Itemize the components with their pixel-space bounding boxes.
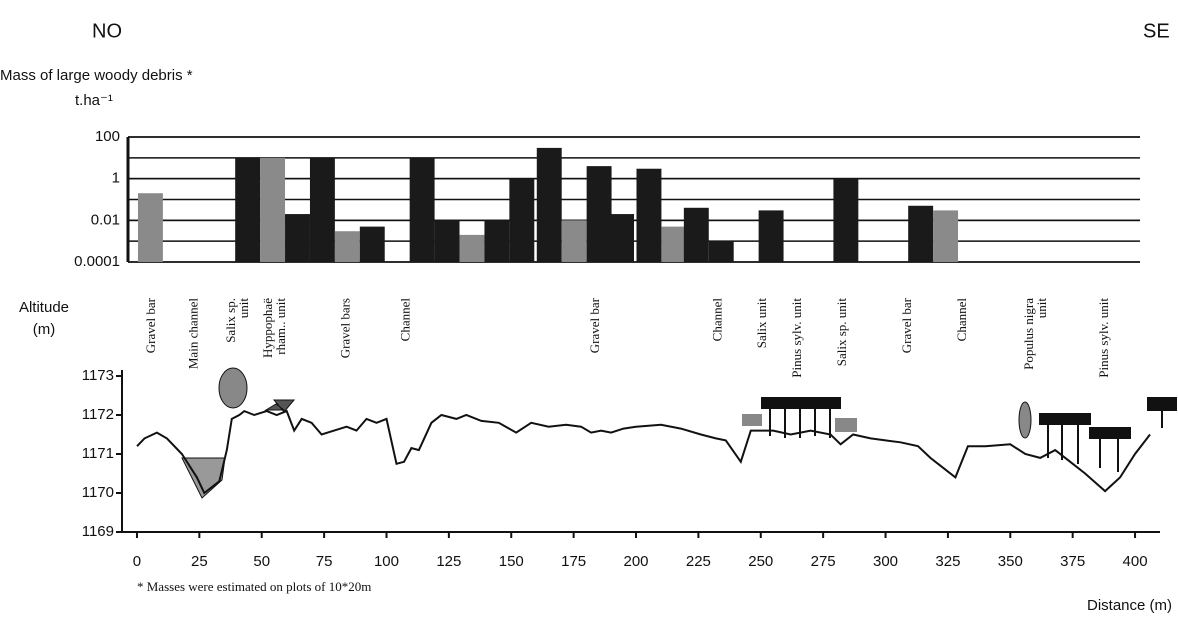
bar: [933, 210, 958, 262]
bar: [138, 193, 163, 262]
x-tick-label: 375: [1060, 553, 1085, 570]
bar: [709, 241, 734, 262]
unit-label: Gravel bars: [338, 298, 353, 358]
bar: [360, 227, 385, 262]
y-tick-label: 1173: [82, 367, 114, 384]
x-tick-label: 150: [499, 553, 524, 570]
y-tick-label: 0.0001: [74, 253, 120, 270]
unit-label: Gravel bar: [143, 297, 158, 353]
direction-right: SE: [1143, 20, 1170, 42]
x-tick-label: 50: [253, 553, 270, 570]
bar: [908, 206, 933, 262]
bar: [833, 179, 858, 262]
bar: [260, 158, 285, 262]
unit-label: Pinus sylv. unit: [1096, 298, 1111, 378]
bar: [460, 235, 485, 262]
x-tick-label: 325: [935, 553, 960, 570]
shrub: [219, 368, 247, 408]
footnote: * Masses were estimated on plots of 10*2…: [137, 579, 371, 594]
bar: [310, 158, 335, 262]
y-tick-label: 0.01: [91, 211, 120, 228]
y-tick-label: 1170: [82, 484, 114, 501]
y-axis-label: Altitude: [19, 299, 69, 316]
bar: [235, 158, 260, 262]
unit-label: unit: [1034, 298, 1049, 319]
shrub: [1019, 402, 1031, 438]
y-tick-label: 1169: [82, 523, 114, 540]
bar: [537, 148, 562, 262]
unit-label: Channel: [709, 298, 724, 342]
top-y-label: Mass of large woody debris *: [0, 67, 193, 84]
profile-line: [137, 411, 1150, 493]
bar: [684, 208, 709, 262]
x-tick-label: 100: [374, 553, 399, 570]
bar: [509, 179, 534, 262]
unit-label: unit: [236, 298, 251, 319]
x-tick-label: 75: [316, 553, 333, 570]
bar: [609, 214, 634, 262]
y-tick-label: 100: [95, 128, 120, 145]
trees: [1040, 398, 1176, 472]
unit-label: Salix sp. unit: [834, 298, 849, 367]
x-tick-label: 350: [998, 553, 1023, 570]
bar: [661, 227, 686, 262]
unit-label: Main channel: [185, 298, 200, 370]
bar: [285, 214, 310, 262]
bar: [435, 220, 460, 262]
x-tick-label: 0: [133, 553, 141, 570]
shrub: [835, 418, 857, 432]
unit-label: Gravel bar: [587, 297, 602, 353]
bar: [335, 231, 360, 262]
unit-label: Pinus sylv. unit: [789, 298, 804, 378]
y-tick-label: 1171: [82, 445, 114, 462]
x-tick-label: 125: [436, 553, 461, 570]
x-tick-label: 175: [561, 553, 586, 570]
y-axis-label: (m): [33, 321, 56, 338]
unit-label: Channel: [954, 298, 969, 342]
unit-label: Channel: [397, 298, 412, 342]
y-tick-label: 1172: [82, 406, 114, 423]
x-tick-label: 275: [811, 553, 836, 570]
bar: [587, 166, 612, 262]
x-tick-label: 25: [191, 553, 208, 570]
unit-label: rham.. unit: [273, 298, 288, 355]
bar: [562, 220, 587, 262]
x-tick-label: 250: [748, 553, 773, 570]
x-tick-label: 225: [686, 553, 711, 570]
bar: [759, 210, 784, 262]
x-tick-label: 400: [1123, 553, 1148, 570]
vegetation-symbols: [182, 368, 1176, 498]
shrub: [266, 400, 294, 412]
direction-left: NO: [92, 20, 122, 42]
bar: [410, 158, 435, 262]
unit-label: Salix unit: [754, 298, 769, 349]
x-axis-label: Distance (m): [1087, 597, 1172, 614]
figure: NO SE Mass of large woody debris * t.ha⁻…: [0, 0, 1178, 617]
bar: [484, 220, 509, 262]
top-y-unit: t.ha⁻¹: [75, 92, 113, 109]
x-tick-label: 300: [873, 553, 898, 570]
bar: [636, 169, 661, 262]
x-tick-label: 200: [623, 553, 648, 570]
shrub: [742, 414, 762, 426]
y-tick-label: 1: [112, 170, 120, 187]
unit-label: Gravel bar: [899, 297, 914, 353]
